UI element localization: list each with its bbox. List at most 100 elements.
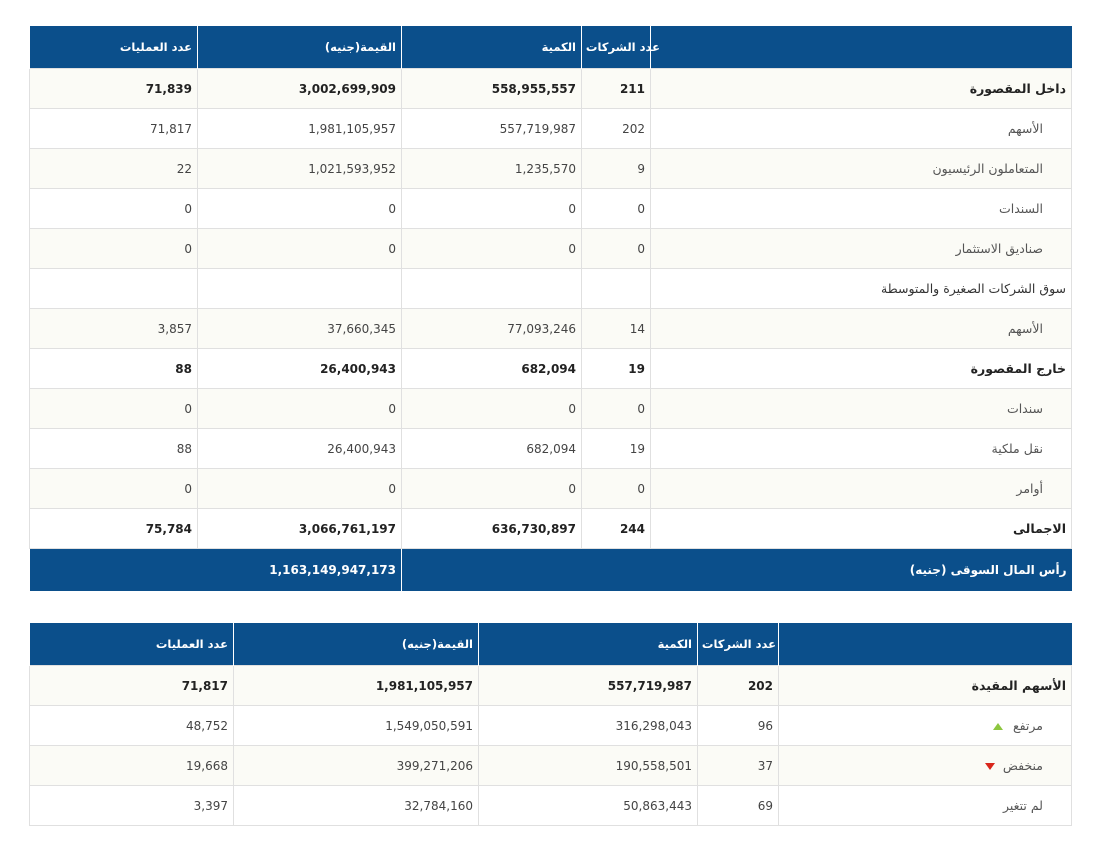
header-text: عدد العمليات: [155, 637, 228, 651]
row-label: الأسهم: [1007, 321, 1043, 336]
cell-operations: 22: [29, 148, 198, 189]
row-label: أوامر: [1016, 481, 1043, 496]
header-cell: [778, 623, 1072, 666]
row-label-cell: سندات: [650, 388, 1072, 429]
header-text: القيمة(جنيه): [324, 40, 396, 54]
cell-operations: 71,839: [29, 68, 198, 109]
cell-operations: 3,397: [29, 785, 234, 826]
cell-value: 3,066,761,197: [197, 508, 402, 549]
cell-quantity: 190,558,501: [478, 745, 698, 786]
cell-count: 14: [581, 308, 651, 349]
cell-count: 37: [697, 745, 779, 786]
table-row: السندات 0 0 0 0: [29, 188, 1072, 229]
row-label: المتعاملون الرئيسيون: [932, 161, 1043, 176]
row-label: صناديق الاستثمار: [955, 241, 1043, 256]
cell-operations: 0: [29, 228, 198, 269]
table-head: عدد الشركات الكمية القيمة(جنيه) عدد العمليا…: [29, 26, 1072, 69]
row-label-cell: أوامر: [650, 468, 1072, 509]
header-cell: القيمة(جنيه): [233, 623, 479, 666]
cell-value: 399,271,206: [233, 745, 479, 786]
row-label: الأسهم المقيدة: [971, 678, 1066, 693]
cell-value: [197, 268, 402, 309]
table-row: داخل المقصورة 211 558,955,557 3,002,699,909…: [29, 68, 1072, 109]
footer-label: رأس المال السوقى (جنيه): [401, 548, 1072, 591]
cell-quantity: 558,955,557: [401, 68, 582, 109]
cell-count: 0: [581, 388, 651, 429]
cell-operations: 19,668: [29, 745, 234, 786]
cell-operations: 0: [29, 468, 198, 509]
cell-operations: 0: [29, 188, 198, 229]
cell-value: 0: [197, 188, 402, 229]
cell-quantity: 682,094: [401, 428, 582, 469]
cell-quantity: 77,093,246: [401, 308, 582, 349]
table-row: الأسهم 14 77,093,246 37,660,345 3,857: [29, 308, 1072, 349]
header-row: عدد الشركات الكمية القيمة(جنيه) عدد العمليا…: [29, 26, 1072, 69]
trading-table: عدد الشركات الكمية القيمة(جنيه) عدد العمليا…: [29, 26, 1072, 591]
header-text: عدد الشركات: [585, 40, 660, 54]
cell-count: 19: [581, 428, 651, 469]
row-label: سندات: [1006, 401, 1043, 416]
cell-count: 0: [581, 228, 651, 269]
header-text: الكمية: [657, 637, 692, 651]
row-label: مرتفع: [1012, 718, 1043, 733]
table-row: المتعاملون الرئيسيون 9 1,235,570 1,021,593,…: [29, 148, 1072, 189]
table-row: أوامر 0 0 0 0: [29, 468, 1072, 509]
table-head: عدد الشركات الكمية القيمة(جنيه) عدد العمليا…: [29, 623, 1072, 666]
table-body: الأسهم المقيدة 202 557,719,987 1,981,105,95…: [29, 665, 1072, 826]
row-label: منخفض: [1002, 758, 1043, 773]
header-text: عدد العمليات: [119, 40, 192, 54]
cell-count: 0: [581, 468, 651, 509]
table-row: سوق الشركات الصغيرة والمتوسطة: [29, 268, 1072, 309]
row-label: السندات: [998, 201, 1043, 216]
cell-value: 1,021,593,952: [197, 148, 402, 189]
row-label-cell: الأسهم المقيدة: [778, 665, 1072, 706]
row-label-cell: داخل المقصورة: [650, 68, 1072, 109]
table-row: الأسهم المقيدة 202 557,719,987 1,981,105,95…: [29, 665, 1072, 706]
cell-value: 3,002,699,909: [197, 68, 402, 109]
cell-operations: 0: [29, 388, 198, 429]
row-label-cell: مرتفع: [778, 705, 1072, 746]
cell-quantity: 636,730,897: [401, 508, 582, 549]
cell-quantity: 1,235,570: [401, 148, 582, 189]
row-label-cell: صناديق الاستثمار: [650, 228, 1072, 269]
cell-count: 96: [697, 705, 779, 746]
cell-operations: 71,817: [29, 665, 234, 706]
cell-quantity: [401, 268, 582, 309]
row-label-cell: خارج المقصورة: [650, 348, 1072, 389]
cell-operations: 88: [29, 348, 198, 389]
row-label-cell: سوق الشركات الصغيرة والمتوسطة: [650, 268, 1072, 309]
cell-quantity: 557,719,987: [478, 665, 698, 706]
header-cell: عدد العمليات: [29, 623, 234, 666]
table-row: الأسهم 202 557,719,987 1,981,105,957 71,817: [29, 108, 1072, 149]
header-cell: عدد العمليات: [29, 26, 198, 69]
cell-operations: 3,857: [29, 308, 198, 349]
cell-operations: [29, 268, 198, 309]
cell-quantity: 0: [401, 188, 582, 229]
cell-quantity: 0: [401, 468, 582, 509]
header-cell: [650, 26, 1072, 69]
down-arrow-icon: [984, 763, 995, 770]
header-text: عدد الشركات: [701, 637, 776, 651]
cell-operations: 71,817: [29, 108, 198, 149]
table-body: داخل المقصورة 211 558,955,557 3,002,699,909…: [29, 68, 1072, 591]
table-row: لم تتغير 69 50,863,443 32,784,160 3,397: [29, 785, 1072, 826]
row-label: خارج المقصورة: [970, 361, 1066, 376]
cell-quantity: 682,094: [401, 348, 582, 389]
header-cell: الكمية: [401, 26, 582, 69]
cell-quantity: 50,863,443: [478, 785, 698, 826]
footer-row: رأس المال السوقى (جنيه) 1,163,149,947,173: [29, 548, 1072, 591]
row-label: سوق الشركات الصغيرة والمتوسطة: [881, 281, 1066, 296]
cell-count: 0: [581, 188, 651, 229]
cell-count: 244: [581, 508, 651, 549]
listed-stocks-table: عدد الشركات الكمية القيمة(جنيه) عدد العمليا…: [29, 623, 1072, 826]
row-label: الاجمالى: [1012, 521, 1066, 536]
cell-count: 69: [697, 785, 779, 826]
row-label-cell: نقل ملكية: [650, 428, 1072, 469]
cell-quantity: 0: [401, 388, 582, 429]
cell-count: 202: [581, 108, 651, 149]
row-label-cell: الاجمالى: [650, 508, 1072, 549]
cell-value: 32,784,160: [233, 785, 479, 826]
row-label-cell: منخفض: [778, 745, 1072, 786]
table-row: مرتفع 96 316,298,043 1,549,050,591 48,752: [29, 705, 1072, 746]
